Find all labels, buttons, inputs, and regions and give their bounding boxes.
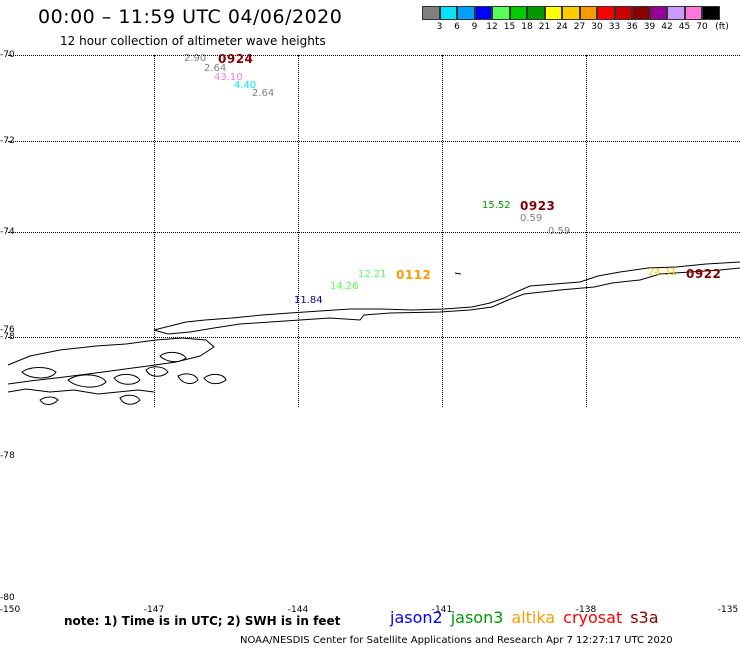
lat-label: -76 [0,325,15,335]
scale-label: (ft) [715,22,729,32]
pass-time: 0923 [520,199,556,213]
lat-label: -70 [0,50,15,60]
island-outline [7,388,155,395]
lat-label: -78 [0,451,15,461]
coastline-main [153,261,740,331]
scale-label: 18 [521,22,533,32]
coastline-ice-shelf [153,267,740,335]
swh-value: 24.31 [648,267,677,278]
scale-label: 30 [591,22,603,32]
swh-value: 43.10 [214,72,243,83]
satellite-cryosat: cryosat [563,608,623,627]
island-outline [159,351,187,363]
lat-label: -80 [0,593,15,603]
grid-line [8,232,740,233]
grid-line [442,55,443,407]
scale-label: 6 [454,22,460,32]
scale-swatch [492,6,510,20]
lon-label: -135 [717,605,739,615]
scale-swatch [457,6,475,20]
swh-value: 14.26 [330,281,359,292]
island-outline [454,272,462,275]
swh-value: 12.21 [358,269,387,280]
scale-label: 12 [486,22,498,32]
satellite-legend: jason2 jason3 altika cryosat s3a [390,608,667,627]
lon-label: -141 [431,605,453,615]
grid-line [8,55,740,56]
swh-value: 4.40 [234,80,257,91]
lat-label: -74 [0,227,15,237]
scale-label: 36 [626,22,638,32]
scale-label: 45 [678,22,691,32]
scale-swatch [439,6,457,20]
scale-label: 42 [661,22,673,32]
swh-value: 2.90 [184,53,207,64]
pass-time: 0922 [686,267,722,281]
swh-value: 0.59 [520,213,543,224]
island-outline [145,366,169,377]
scale-label: 9 [471,22,478,32]
satellite-jason3: jason3 [450,608,504,627]
units-note: note: 1) Time is in UTC; 2) SWH is in fe… [64,614,341,628]
scale-label: 33 [608,22,621,32]
swh-value: 2.64 [204,63,227,74]
credit-footer: NOAA/NESDIS Center for Satellite Applica… [240,635,673,646]
map-title: 00:00 – 11:59 UTC 04/06/2020 [38,6,343,28]
island-outline [119,394,141,405]
lat-label: -78 [0,332,15,342]
scale-swatch [702,6,720,20]
island-outline [7,337,215,385]
satellite-altika: altika [511,608,556,627]
grid-line [298,55,299,407]
island-outline [67,374,107,388]
scale-swatch [509,6,527,20]
scale-swatch [632,6,650,20]
scale-swatch [597,6,615,20]
scale-label: 15 [503,22,516,32]
lon-label: -144 [287,605,309,615]
scale-label: 24 [556,22,568,32]
island-outline [21,367,57,379]
scale-label: 27 [573,22,586,32]
grid-line [8,141,740,142]
scale-swatch [684,6,702,20]
scale-swatch [562,6,580,20]
grid-line [8,337,740,338]
lat-label: -72 [0,136,15,146]
island-outline [203,373,227,385]
map-subtitle: 12 hour collection of altimeter wave hei… [60,34,326,48]
scale-label: 70 [696,22,708,32]
lon-label: -147 [143,605,165,615]
pass-time: 0112 [396,268,432,282]
scale-swatch [614,6,632,20]
lon-label: -138 [575,605,597,615]
swh-value: 0.59 [548,226,571,237]
island-outline [177,373,199,384]
island-outline [39,396,59,405]
scale-swatch [579,6,597,20]
satellite-s3a: s3a [630,608,659,627]
island-outline [113,373,141,385]
satellite-jason2: jason2 [390,608,443,627]
swh-value: 11.84 [294,295,323,306]
lon-label: -150 [0,605,21,615]
swh-value: 2.64 [252,88,275,99]
scale-swatch [527,6,545,20]
scale-label: 39 [643,22,656,32]
scale-swatch [544,6,562,20]
scale-label: 21 [538,22,551,32]
grid-line [586,55,587,407]
scale-swatch [422,6,440,20]
scale-swatch [649,6,667,20]
color-scale [422,6,720,20]
scale-label: 3 [436,22,443,32]
scale-swatch [667,6,685,20]
pass-time: 0924 [218,52,254,66]
swh-value: 15.52 [482,200,511,211]
grid-line [154,55,155,407]
scale-swatch [474,6,492,20]
